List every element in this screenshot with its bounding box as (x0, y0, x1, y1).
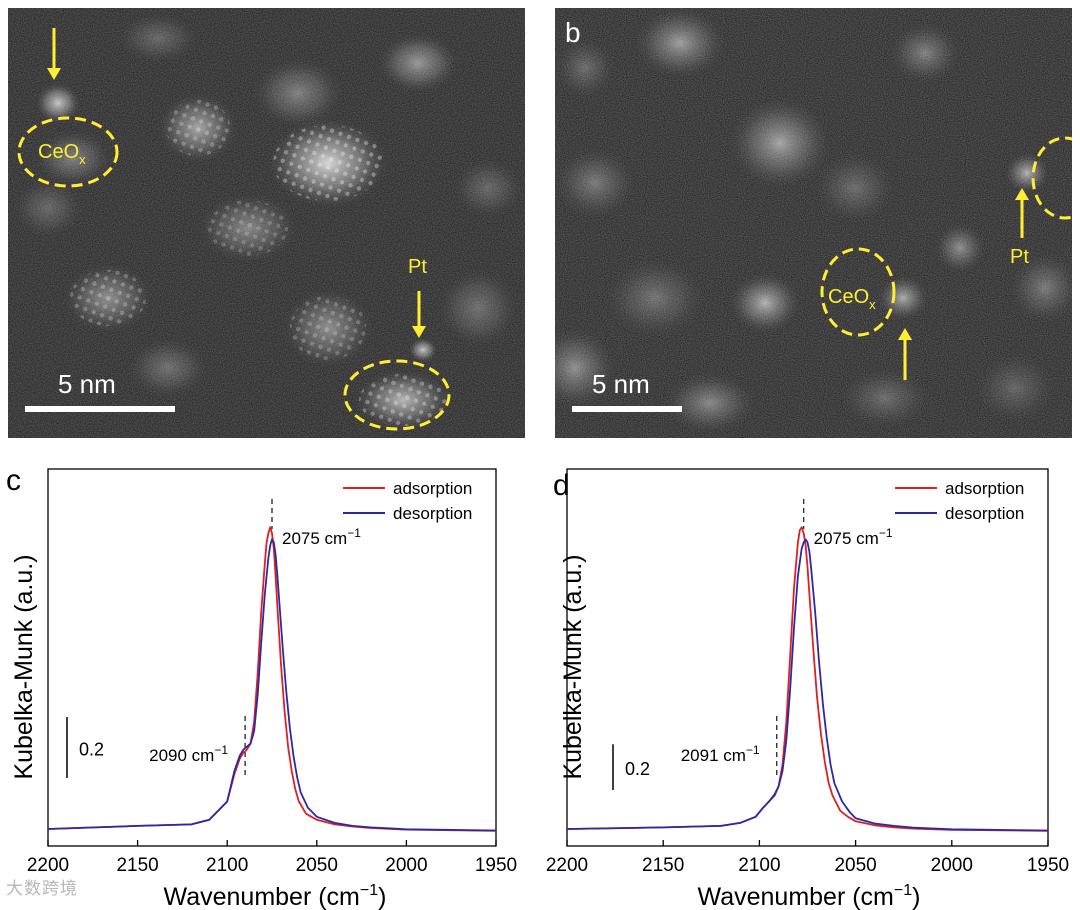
pt-region-outline-b (1031, 136, 1072, 220)
legend-label-adsorption-d: adsorption (945, 479, 1024, 498)
annotation-arrow-ceo-b (898, 328, 912, 380)
series-line-adsorption-c (47, 526, 497, 832)
x-tick-label-c: 2000 (385, 855, 427, 876)
series-line-desorption-d (566, 538, 1049, 832)
ceo-label-a: CeOx (38, 141, 86, 167)
x-tick-label-c: 2050 (296, 855, 338, 876)
peak-label-d: 2075 cm−1 (814, 526, 893, 548)
y-axis-label-d: Kubelka-Munk (a.u.) (559, 554, 587, 779)
intensity-scale-label-d: 0.2 (625, 759, 650, 779)
panel-letter-b: b (565, 17, 581, 48)
x-tick-label-c: 2100 (206, 855, 248, 876)
peak-label-d: 2091 cm−1 (681, 743, 760, 765)
scale-bar-label-b: 5 nm (592, 369, 650, 399)
watermark-text: 大数跨境 (6, 879, 78, 899)
legend-label-desorption-c: desorption (393, 504, 472, 523)
scale-bar-b (572, 406, 682, 412)
ceo-label-b: CeOx (828, 286, 876, 312)
ceo-region-outline-a (17, 116, 119, 188)
annotation-arrow-ceo-a (47, 28, 61, 80)
panel-letter-d: d (553, 469, 570, 502)
x-tick-label-d: 2150 (642, 855, 684, 876)
plot-frame-d (566, 468, 1049, 847)
x-tick-label-c: 2150 (116, 855, 158, 876)
annotation-arrow-pt-a (412, 291, 426, 338)
intensity-scale-label-c: 0.2 (79, 740, 104, 760)
pt-label-b: Pt (1010, 246, 1029, 268)
annotation-arrow-pt-b (1015, 188, 1029, 238)
peak-label-c: 2075 cm−1 (282, 526, 361, 548)
ceo-region-outline-b (820, 247, 896, 337)
spectrum-chart-c: c Kubelka-Munk (a.u.) Wavenumber (cm−1) … (6, 464, 517, 910)
stem-image-b: b CeOx Pt 5 nm (555, 8, 1072, 438)
stem-image-a-canvas: CeOx Pt 5 nm (8, 8, 525, 438)
stem-image-a: CeOx Pt 5 nm (8, 8, 525, 438)
legend-label-adsorption-c: adsorption (393, 479, 472, 498)
pt-region-outline-a (343, 359, 451, 431)
spectrum-chart-d: d Kubelka-Munk (a.u.) Wavenumber (cm−1) … (546, 468, 1069, 910)
plot-frame-c (47, 468, 497, 847)
x-tick-label-c: 2200 (27, 855, 69, 876)
plot-layer-c: 2200 2150 2100 2050 2000 1950 2075 cm−1 2090 cm… (27, 468, 517, 876)
x-tick-label-d: 2200 (546, 855, 588, 876)
x-tick-label-d: 2100 (738, 855, 780, 876)
x-tick-label-d: 2000 (931, 855, 973, 876)
panel-letter-c: c (6, 464, 21, 497)
x-tick-label-d: 2050 (834, 855, 876, 876)
plot-layer-d: 2200 2150 2100 2050 2000 1950 2075 cm−1 2091 cm… (546, 468, 1069, 876)
scale-bar-label-a: 5 nm (58, 369, 116, 399)
x-axis-label-d: Wavenumber (cm−1) (698, 882, 921, 910)
series-line-adsorption-d (566, 526, 1049, 832)
x-tick-label-c: 1950 (475, 855, 517, 876)
scale-bar-a (25, 406, 175, 412)
x-axis-label-c: Wavenumber (cm−1) (164, 882, 387, 910)
stem-image-b-canvas: b CeOx Pt 5 nm (555, 8, 1072, 438)
y-axis-label-c: Kubelka-Munk (a.u.) (10, 554, 38, 779)
x-tick-label-d: 1950 (1027, 855, 1069, 876)
peak-label-c: 2090 cm−1 (149, 743, 228, 765)
pt-label-a: Pt (408, 256, 427, 278)
series-line-desorption-c (47, 538, 497, 832)
legend-label-desorption-d: desorption (945, 504, 1024, 523)
